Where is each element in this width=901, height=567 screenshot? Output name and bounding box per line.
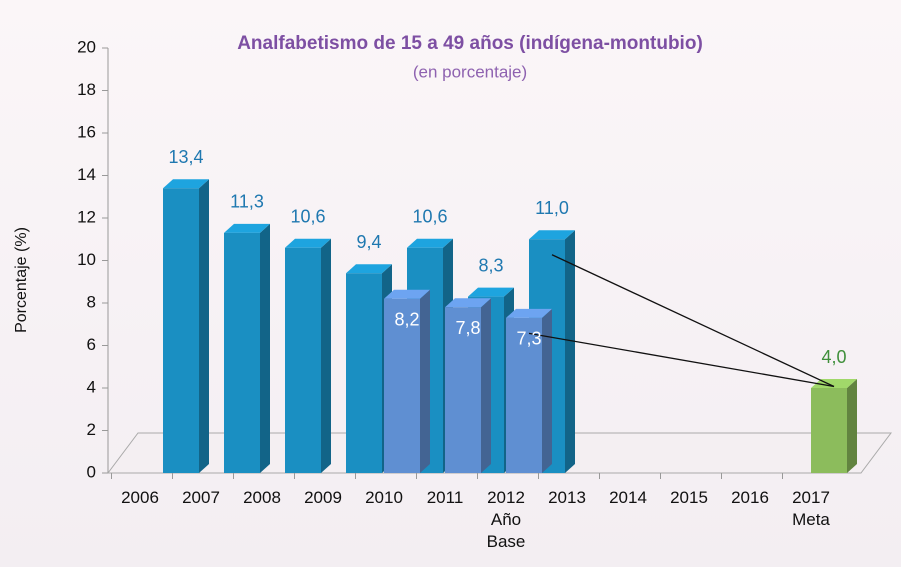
bar [506,317,542,473]
x-tick-label: 2017 Meta [792,488,830,529]
x-tick-label: 2016 [731,488,769,507]
y-tick-label: 0 [87,462,96,481]
connector-line [551,254,835,388]
bar-top [285,238,331,248]
bar-side [199,179,209,473]
value-label: 11,0 [535,198,569,218]
y-tick-label: 12 [77,207,96,226]
bar-side [481,298,491,473]
y-tick-label: 6 [87,335,96,354]
value-label: 10,6 [412,207,447,227]
bar-side [565,230,575,473]
value-label: 11,3 [230,192,264,212]
y-tick-label: 16 [77,122,96,141]
bar [384,298,420,473]
x-tick-label: 2015 [670,488,708,507]
y-tick-label: 18 [77,80,96,99]
connector-line [528,332,835,388]
bar [285,247,321,473]
bar-top [445,298,491,308]
x-tick-label: 2011 [426,488,464,507]
bar [346,273,382,473]
bar-top [346,264,392,274]
value-label: 9,4 [356,232,381,252]
bar-top [384,289,430,299]
bar-top [468,287,514,297]
x-tick-label: 2008 [243,488,281,507]
value-label: 4,0 [821,347,846,367]
x-tick-label: 2006 [121,488,159,507]
x-tick-label: 2007 [182,488,220,507]
bar-side [420,289,430,473]
bar-top [407,238,453,248]
bar-top [506,308,552,318]
bar-side [260,223,270,473]
value-label: 8,2 [394,310,419,330]
bar-side [847,379,857,473]
value-label: 7,8 [455,318,480,338]
bar-side [321,238,331,473]
y-tick-label: 14 [77,165,96,184]
bar [445,307,481,473]
y-tick-label: 2 [87,420,96,439]
y-tick-label: 4 [87,377,96,396]
bar-top [163,179,209,189]
bar-side [542,308,552,473]
x-tick-label: 2013 [548,488,586,507]
value-label: 10,6 [290,207,325,227]
x-tick-label: 2014 [609,488,647,507]
value-label: 7,3 [516,329,541,349]
x-tick-label: 2009 [304,488,342,507]
y-tick-label: 10 [77,250,96,269]
y-tick-label: 8 [87,292,96,311]
bar [224,232,260,473]
y-tick-label: 20 [77,37,96,56]
bar [811,388,847,473]
y-axis-label: Porcentaje (%) [13,227,30,333]
bar-top [529,230,575,240]
x-tick-label: 2010 [365,488,403,507]
x-tick-label: 2012 Año Base [486,488,526,551]
chart-title: Analfabetismo de 15 a 49 años (indígena-… [237,33,703,54]
value-label: 8,3 [478,255,503,275]
value-label: 13,4 [168,147,203,167]
chart-subtitle: (en porcentaje) [413,62,527,81]
bar-top [224,223,270,233]
bar [163,188,199,473]
